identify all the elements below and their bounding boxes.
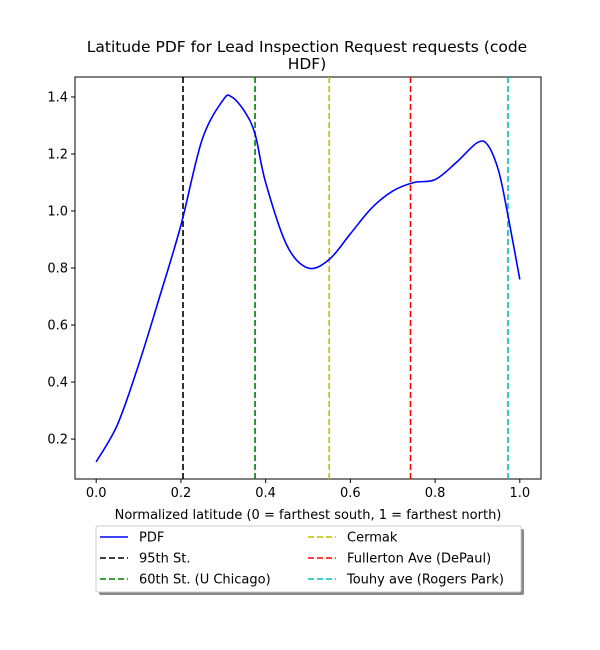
- plot-area: [74, 76, 542, 480]
- legend: PDF 95th St. 60th St. (U Chicago) Cermak Ful…: [95, 525, 524, 595]
- x-tick-label: 0.6: [340, 486, 361, 501]
- legend-label-95th-st: 95th St.: [139, 552, 191, 567]
- series-group: [95, 94, 521, 463]
- x-tick-label: 0.0: [86, 486, 107, 501]
- y-tick-label: 1.0: [47, 205, 68, 220]
- chart-title-line-2: HDF): [288, 55, 327, 73]
- legend-label-touhy-ave-rogers-park: Touhy ave (Rogers Park): [346, 573, 504, 588]
- y-tick-label: 0.6: [47, 319, 68, 334]
- x-tick-label: 0.2: [171, 486, 192, 501]
- legend-box: [95, 525, 522, 593]
- y-tick-label: 0.2: [47, 433, 68, 448]
- x-tick-label: 1.0: [509, 486, 530, 501]
- x-axis: 0.0 0.2 0.4 0.6 0.8 1.0: [86, 479, 530, 501]
- legend-label-60th-st-u-chicago: 60th St. (U Chicago): [139, 573, 271, 588]
- legend-label-pdf: PDF: [139, 531, 164, 546]
- x-tick-label: 0.8: [425, 486, 446, 501]
- y-tick-label: 0.4: [47, 376, 68, 391]
- x-tick-label: 0.4: [255, 486, 276, 501]
- series-line-pdf: [95, 94, 521, 463]
- x-axis-label: Normalized latitude (0 = farthest south,…: [115, 508, 502, 523]
- y-tick-label: 1.4: [47, 90, 68, 105]
- chart-title-line-1: Latitude PDF for Lead Inspection Request…: [87, 38, 527, 56]
- y-axis: 0.2 0.4 0.6 0.8 1.0 1.2 1.4: [47, 90, 75, 448]
- legend-label-cermak: Cermak: [347, 531, 398, 546]
- y-tick-label: 0.8: [47, 262, 68, 277]
- reference-lines: [182, 77, 509, 479]
- legend-label-fullerton-ave-depaul: Fullerton Ave (DePaul): [347, 552, 491, 567]
- axes-frame: [74, 76, 542, 480]
- y-tick-label: 1.2: [47, 147, 68, 162]
